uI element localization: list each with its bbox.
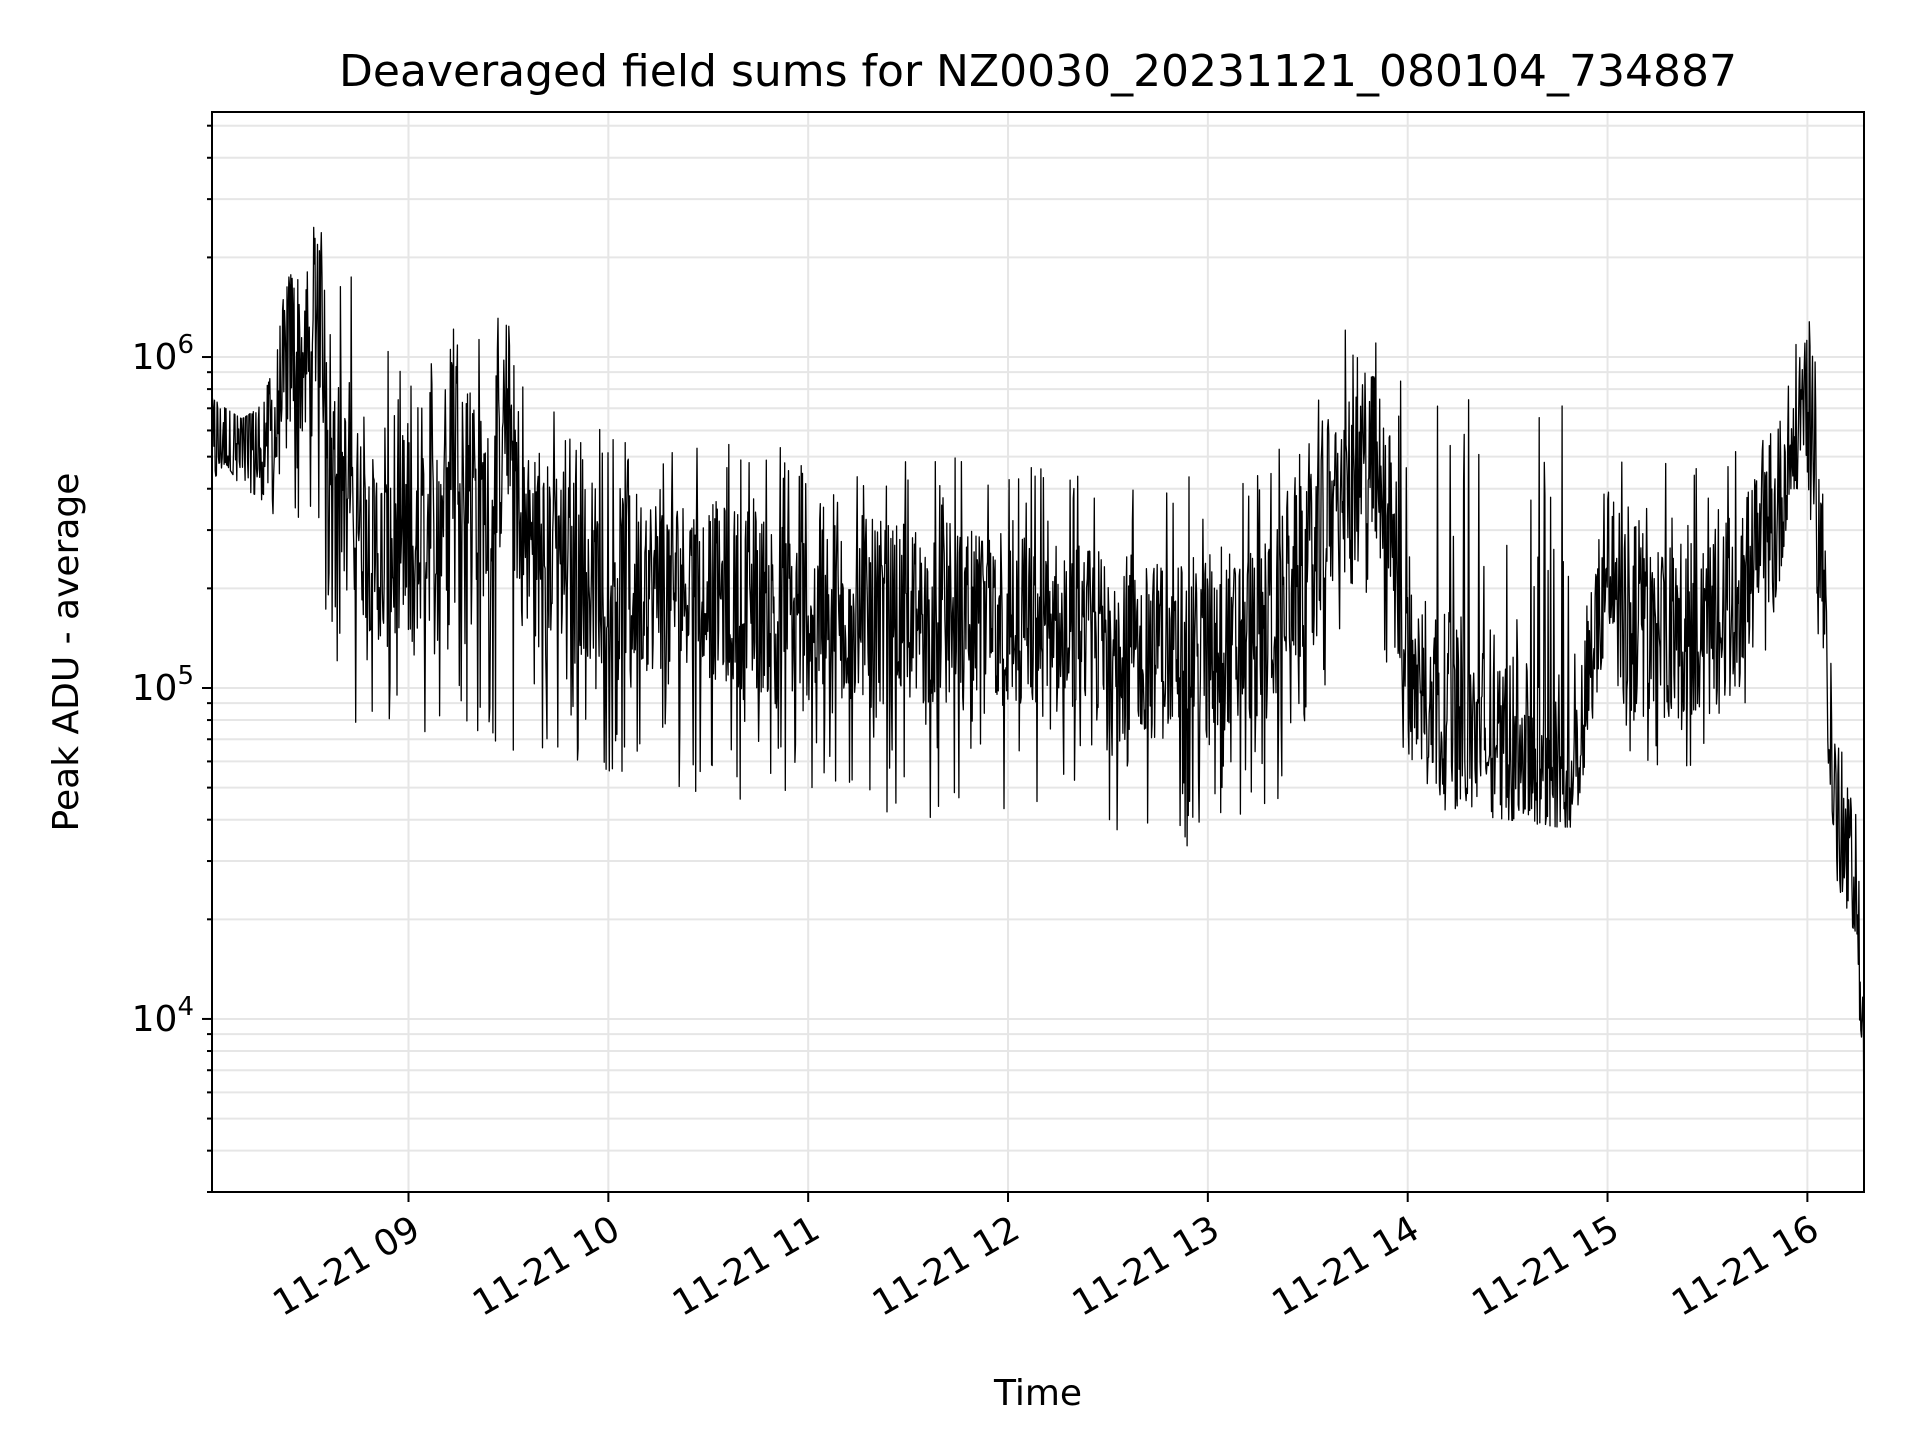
- plot-frame: [211, 111, 1865, 1193]
- chart-title: Deaveraged field sums for NZ0030_2023112…: [339, 46, 1737, 97]
- y-tick-label: 106: [132, 330, 194, 378]
- series-layer: [211, 226, 1865, 1165]
- grid: [212, 112, 1864, 1193]
- y-tick-label: 105: [132, 661, 194, 709]
- x-axis-label: Time: [993, 1373, 1082, 1414]
- y-axis-label: Peak ADU - average: [46, 473, 87, 832]
- y-tick-label: 104: [132, 992, 194, 1040]
- series-line: [211, 226, 1865, 1165]
